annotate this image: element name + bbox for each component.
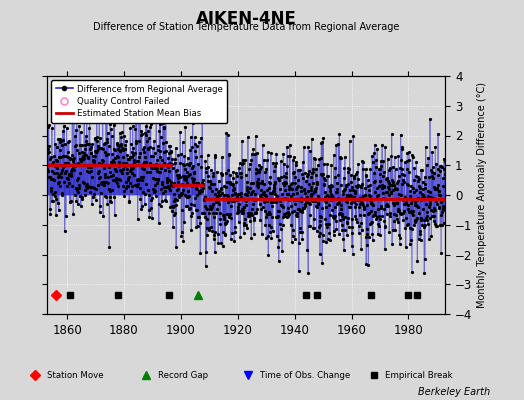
Text: Station Move: Station Move: [47, 370, 103, 380]
Text: Berkeley Earth: Berkeley Earth: [418, 387, 490, 397]
Legend: Difference from Regional Average, Quality Control Failed, Estimated Station Mean: Difference from Regional Average, Qualit…: [51, 80, 227, 123]
Text: AIKEN-4NE: AIKEN-4NE: [196, 10, 297, 28]
Y-axis label: Monthly Temperature Anomaly Difference (°C): Monthly Temperature Anomaly Difference (…: [477, 82, 487, 308]
Text: Difference of Station Temperature Data from Regional Average: Difference of Station Temperature Data f…: [93, 22, 399, 32]
Text: Time of Obs. Change: Time of Obs. Change: [260, 370, 351, 380]
Text: Empirical Break: Empirical Break: [385, 370, 453, 380]
Text: Record Gap: Record Gap: [158, 370, 208, 380]
